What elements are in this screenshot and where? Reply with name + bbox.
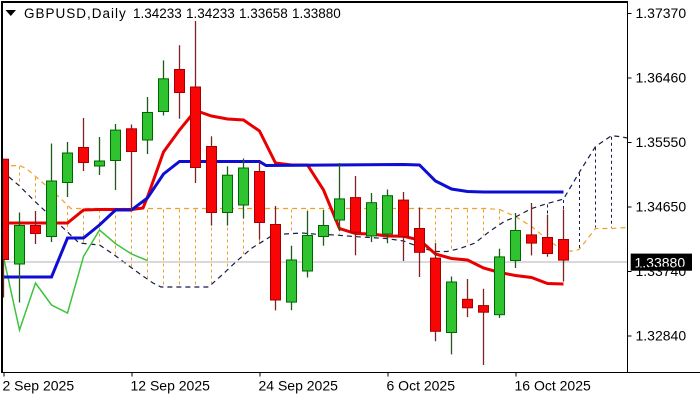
svg-text:6 Oct 2025: 6 Oct 2025 xyxy=(387,378,456,394)
svg-text:1.34650: 1.34650 xyxy=(636,199,687,215)
svg-text:1.35550: 1.35550 xyxy=(636,134,687,150)
svg-text:1.34233: 1.34233 xyxy=(186,6,235,21)
svg-text:24 Sep 2025: 24 Sep 2025 xyxy=(259,378,339,394)
svg-text:1.34233: 1.34233 xyxy=(133,6,182,21)
svg-text:2 Sep 2025: 2 Sep 2025 xyxy=(3,378,75,394)
svg-text:1.33740: 1.33740 xyxy=(636,263,687,279)
svg-text:1.33880: 1.33880 xyxy=(292,6,341,21)
svg-text:16 Oct 2025: 16 Oct 2025 xyxy=(515,378,591,394)
svg-text:1.37370: 1.37370 xyxy=(636,5,687,21)
svg-text:1.32840: 1.32840 xyxy=(636,328,687,344)
svg-text:1.33880: 1.33880 xyxy=(635,254,686,270)
svg-text:12 Sep 2025: 12 Sep 2025 xyxy=(131,378,211,394)
svg-text:1.33658: 1.33658 xyxy=(239,6,288,21)
svg-text:GBPUSD,Daily: GBPUSD,Daily xyxy=(24,6,127,21)
svg-text:1.36460: 1.36460 xyxy=(636,70,687,86)
